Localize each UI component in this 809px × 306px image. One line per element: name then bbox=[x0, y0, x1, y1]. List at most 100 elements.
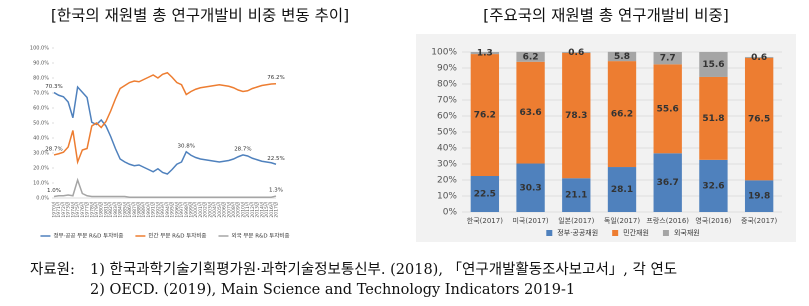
y-tick-label: 30.0% bbox=[33, 151, 49, 157]
x-tick-label: 중국(2017) bbox=[741, 217, 777, 225]
y-tick-label: 60.0% bbox=[33, 106, 49, 112]
bar-segment bbox=[516, 163, 545, 212]
data-label: 63.6 bbox=[519, 108, 541, 118]
data-label: 22.5% bbox=[267, 156, 284, 162]
x-tick-label: 2014년 bbox=[258, 202, 265, 218]
data-label: 0.6 bbox=[568, 48, 584, 58]
series-line bbox=[53, 177, 277, 198]
data-label: 76.2% bbox=[267, 75, 284, 81]
x-tick-label: 2003년 bbox=[206, 202, 213, 218]
bar-segment bbox=[607, 61, 637, 168]
source-line: 2) OECD. (2019), Main Science and Techno… bbox=[90, 282, 576, 298]
x-tick-label: 1973년 bbox=[65, 202, 72, 218]
y-tick-label: 70.0% bbox=[33, 91, 49, 97]
bar-segment bbox=[470, 52, 500, 55]
x-tick-label: 일본(2017) bbox=[558, 216, 594, 225]
x-tick-label: 한국(2017) bbox=[467, 217, 503, 225]
bar-segment bbox=[653, 52, 682, 65]
x-tick-label: 1993년 bbox=[159, 202, 166, 218]
data-label: 30.3 bbox=[519, 183, 541, 193]
legend-label: 민간 부문 R&D 투자비중 bbox=[148, 232, 206, 240]
x-tick-label: 1974년 bbox=[69, 202, 76, 218]
x-tick-label: 2000년 bbox=[192, 202, 199, 218]
legend-label: 정부·공공 부문 R&D 투자비중 bbox=[53, 232, 123, 240]
legend-marker bbox=[662, 230, 669, 236]
x-tick-label: 1983년 bbox=[112, 202, 119, 218]
chart-title: [주요국의 재원별 총 연구개발비 비중] bbox=[483, 7, 729, 25]
bar-segment bbox=[562, 178, 591, 212]
data-label: 5.8 bbox=[614, 52, 630, 62]
x-tick-label: 2002년 bbox=[202, 202, 209, 218]
x-tick-label: 1977년 bbox=[84, 202, 91, 218]
x-tick-label: 1972년 bbox=[60, 202, 67, 218]
data-label: 28.1 bbox=[611, 185, 633, 195]
x-tick-label: 1994년 bbox=[164, 202, 171, 218]
data-label: 1.3% bbox=[269, 188, 283, 194]
x-tick-label: 2008년 bbox=[230, 202, 237, 218]
y-tick-label: 20.0% bbox=[33, 166, 49, 172]
data-label: 0.6 bbox=[751, 53, 767, 63]
bar-segment bbox=[607, 51, 637, 62]
x-tick-label: 1996년 bbox=[173, 202, 180, 218]
bar-segment bbox=[470, 176, 500, 212]
y-tick-label: 80% bbox=[437, 80, 457, 90]
x-tick-label: 1979년 bbox=[93, 202, 100, 218]
x-tick-label: 1992년 bbox=[154, 202, 161, 218]
legend-label: 정부·공공재원 bbox=[557, 228, 598, 237]
bar-segment bbox=[653, 64, 682, 154]
data-label: 19.8 bbox=[748, 192, 770, 202]
data-label: 36.7 bbox=[657, 178, 679, 188]
x-tick-label: 2006년 bbox=[221, 202, 228, 218]
x-tick-label: 1999년 bbox=[187, 202, 194, 218]
data-label: 1.3 bbox=[477, 49, 493, 59]
bar-segment bbox=[699, 159, 728, 212]
y-tick-label: 10.0% bbox=[33, 181, 49, 187]
legend: 정부·공공재원 민간재원 외국재원 bbox=[546, 228, 700, 237]
bar-segment bbox=[607, 167, 637, 212]
data-label: 30.8% bbox=[178, 143, 195, 149]
x-tick-label: 1971년 bbox=[55, 202, 62, 218]
x-tick-label: 영국(2016) bbox=[695, 216, 731, 225]
data-label: 22.5 bbox=[474, 190, 496, 200]
data-label: 21.1 bbox=[565, 191, 587, 201]
y-tick-label: 80.0% bbox=[33, 76, 49, 82]
legend-marker bbox=[546, 230, 553, 236]
x-tick-label: 1990년 bbox=[145, 202, 152, 218]
legend-label: 외국 부문 R&D 투자비중 bbox=[231, 232, 289, 240]
x-tick-label: 1976년 bbox=[79, 202, 86, 218]
x-tick-label: 2009년 bbox=[235, 202, 242, 218]
data-label: 28.7% bbox=[234, 146, 251, 152]
x-tick-label: 1995년 bbox=[169, 202, 176, 218]
y-tick-label: 50.0% bbox=[33, 121, 49, 127]
x-tick-label: 1998년 bbox=[183, 202, 190, 218]
x-tick-label: 2017년 bbox=[273, 202, 280, 218]
x-tick-label: 1986년 bbox=[126, 202, 133, 218]
x-tick-label: 1981년 bbox=[102, 202, 109, 218]
series-line bbox=[53, 85, 277, 175]
chart-title: [한국의 재원별 총 연구개발비 비중 변동 추이] bbox=[51, 7, 349, 25]
bar-segment bbox=[516, 51, 545, 62]
x-tick-label: 미국(2017) bbox=[512, 216, 548, 225]
y-tick-label: 100.0% bbox=[30, 46, 49, 52]
y-tick-label: 90% bbox=[437, 64, 457, 74]
x-tick-label: 1989년 bbox=[140, 202, 147, 218]
y-tick-label: 0% bbox=[443, 208, 458, 218]
y-tick-label: 20% bbox=[437, 176, 457, 186]
bar-segment bbox=[699, 76, 728, 160]
bar-segment bbox=[470, 54, 500, 176]
x-tick-label: 1991년 bbox=[150, 202, 157, 218]
y-tick-label: 0.0% bbox=[36, 196, 49, 202]
bar-segment bbox=[516, 61, 545, 164]
y-tick-label: 100% bbox=[431, 48, 457, 58]
x-tick-label: 2005년 bbox=[216, 202, 223, 218]
data-label: 15.6 bbox=[702, 60, 724, 70]
x-tick-label: 2015년 bbox=[263, 202, 270, 218]
x-tick-label: 1975년 bbox=[74, 202, 81, 218]
bar-segment bbox=[562, 52, 591, 179]
series-line bbox=[53, 71, 277, 165]
bar-segment bbox=[744, 56, 774, 58]
x-tick-label: 2001년 bbox=[197, 202, 204, 218]
x-tick-label: 2012년 bbox=[249, 202, 256, 218]
data-label: 28.7% bbox=[45, 146, 62, 152]
